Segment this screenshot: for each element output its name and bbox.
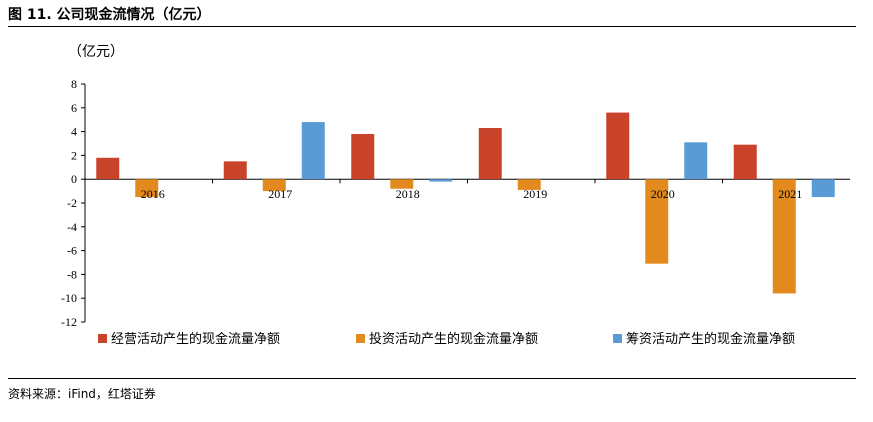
axes: 8 6 4 2 0 -2 -4 -6 -8 -10 -12: [61, 77, 850, 329]
x-tick-label-2017: 2017: [268, 187, 292, 201]
legend-label: 筹资活动产生的现金流量净额: [626, 331, 795, 347]
legend-item-3: 筹资活动产生的现金流量净额: [613, 331, 795, 347]
y-unit-label: （亿元）: [68, 44, 124, 60]
legend-label: 投资活动产生的现金流量净额: [369, 331, 538, 347]
legend-swatch: [613, 334, 622, 343]
figure-title: 图 11. 公司现金流情况（亿元）: [8, 7, 211, 23]
y-tick-label: 6: [71, 101, 77, 115]
x-tick-label-2021: 2021: [778, 187, 802, 201]
top-rule: [8, 26, 856, 27]
legend: 经营活动产生的现金流量净额 投资活动产生的现金流量净额 筹资活动产生的现金流量净额: [98, 331, 795, 347]
y-tick-label: -10: [61, 291, 77, 305]
y-tick-label: -6: [67, 244, 77, 258]
y-tick-label: 2: [71, 148, 77, 162]
x-tick-label-2020: 2020: [651, 187, 675, 201]
bar-1-2018: [351, 133, 375, 180]
bar-2-2020: [645, 179, 669, 264]
y-tick-label: -4: [67, 220, 77, 234]
bar-3-2021: [811, 179, 835, 198]
y-tick-label: -8: [67, 267, 77, 281]
y-tick-label: 4: [71, 125, 77, 139]
legend-label: 经营活动产生的现金流量净额: [111, 331, 280, 347]
y-tick-label: -2: [67, 196, 77, 210]
x-tick-label-2019: 2019: [523, 187, 547, 201]
y-tick-label: -12: [61, 315, 77, 329]
x-tick-labels: 2016 2017 2018 2019 2020 2021: [141, 187, 803, 201]
bar-2-2018: [390, 179, 414, 189]
legend-item-1: 经营活动产生的现金流量净额: [98, 331, 280, 347]
bar-3-2020: [684, 142, 708, 180]
bar-1-2016: [96, 157, 120, 180]
x-tick-label-2018: 2018: [396, 187, 420, 201]
bar-2-2019: [517, 179, 541, 190]
bottom-rule: [8, 378, 856, 379]
y-tick-label: 8: [71, 77, 77, 91]
source-note: 资料来源：iFind，红塔证券: [8, 387, 156, 401]
legend-swatch: [356, 334, 365, 343]
legend-item-2: 投资活动产生的现金流量净额: [356, 331, 538, 347]
cash-flow-chart: 8 6 4 2 0 -2 -4 -6 -8 -10 -12 2016 2017 2018 2019 2020…: [61, 77, 850, 347]
bar-1-2017: [223, 161, 247, 180]
bar-2-2016: [135, 179, 159, 198]
bar-3-2018: [429, 179, 453, 182]
x-tick-label-2016: 2016: [141, 187, 165, 201]
bar-1-2021: [733, 144, 757, 180]
bar-3-2017: [301, 122, 325, 180]
bar-1-2020: [606, 112, 630, 180]
y-tick-label: 0: [71, 172, 77, 186]
bar-2-2017: [262, 179, 286, 192]
bars: [96, 112, 835, 294]
bar-2-2021: [772, 179, 796, 294]
bar-1-2019: [478, 128, 502, 180]
legend-swatch: [98, 334, 107, 343]
